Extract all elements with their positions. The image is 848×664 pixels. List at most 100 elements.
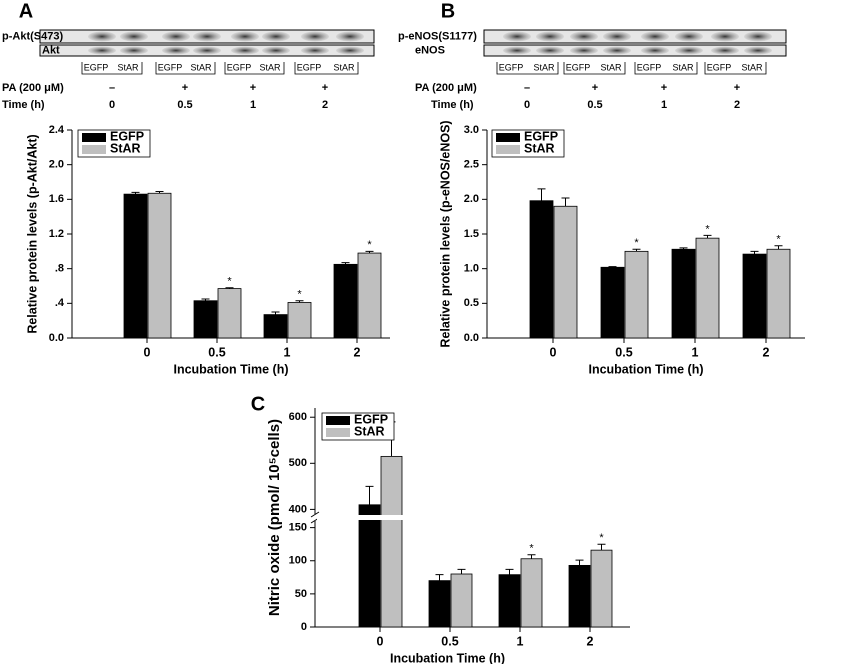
error-bar [271, 311, 280, 315]
pa-value: + [734, 82, 740, 94]
error-bar [505, 568, 514, 575]
legend-swatch [82, 133, 106, 142]
significance-mark: * [634, 237, 639, 249]
y-axis-title: Relative protein levels (p-Akt/Akt) [25, 134, 39, 333]
panel-label: C [251, 393, 265, 415]
error-bar [365, 485, 374, 505]
y-tick-label: 150 [289, 522, 307, 534]
legend-label: EGFP [524, 129, 558, 143]
bar [357, 252, 382, 339]
blot-band [120, 46, 148, 55]
bar [695, 237, 720, 339]
pa-value: + [250, 82, 256, 94]
legend-label: StAR [524, 141, 555, 155]
error-bar [597, 543, 606, 551]
lane-label: StAR [672, 62, 694, 72]
bar [590, 549, 613, 628]
error-bar [457, 568, 466, 574]
bar [217, 288, 242, 339]
bar [147, 192, 172, 339]
y-tick-label: 2.0 [49, 159, 64, 171]
lane-bracket [155, 62, 216, 75]
x-tick-label: 1 [517, 634, 524, 648]
error-bar [608, 266, 617, 268]
bar [450, 573, 473, 628]
blot-band [744, 31, 772, 42]
y-tick-label: .8 [55, 263, 64, 275]
blot-band [641, 46, 669, 55]
lane-label: StAR [117, 62, 139, 72]
blot-band [193, 46, 221, 55]
error-bar [201, 298, 210, 301]
blot-band [336, 31, 364, 42]
legend-label: StAR [354, 424, 385, 438]
lane-bracket [704, 62, 767, 75]
lane-label: EGFP [158, 62, 183, 72]
bar [263, 314, 288, 339]
bar [333, 263, 358, 339]
error-bar [561, 197, 570, 207]
bar [498, 574, 521, 628]
blot-row-label: Akt [42, 44, 60, 56]
y-tick-label: 2.4 [49, 124, 65, 136]
lane-bracket [563, 62, 626, 75]
blot-band [570, 31, 598, 42]
blot-row-label: p-Akt(S473) [2, 30, 63, 42]
y-tick-label: 3.0 [464, 124, 479, 136]
y-tick-label: 50 [295, 588, 307, 600]
y-tick-label: 1.0 [464, 263, 479, 275]
error-bar [632, 248, 641, 252]
pa-value: – [524, 82, 530, 94]
x-tick-label: 2 [763, 345, 770, 359]
y-tick-label: 0.0 [49, 332, 64, 344]
blot-band [503, 31, 531, 42]
blot-band [711, 31, 739, 42]
pa-label: PA (200 μM) [415, 82, 477, 94]
x-tick-label: 2 [587, 634, 594, 648]
lane-label: StAR [741, 62, 763, 72]
lane-label: StAR [600, 62, 622, 72]
time-value: 0 [524, 99, 530, 111]
blot-band [193, 31, 221, 42]
bar [520, 558, 543, 628]
axis-break-gap [317, 515, 632, 520]
y-axis-title: Nitric oxide (pmol/ 10⁵cells) [266, 419, 283, 616]
x-axis-title: Incubation Time (h) [173, 362, 288, 376]
bar [529, 200, 554, 339]
bar [287, 302, 312, 339]
x-tick-label: 2 [354, 345, 361, 359]
y-tick-label: 600 [289, 411, 307, 423]
blot-row-label: p-eNOS(S1177) [398, 30, 477, 42]
panel-label: B [441, 0, 455, 22]
x-tick-label: 0.5 [441, 634, 458, 648]
blot-row-label: eNOS [415, 44, 445, 56]
time-value: 0.5 [587, 99, 602, 111]
bar [671, 248, 696, 339]
lane-label: EGFP [499, 62, 524, 72]
blot-band [675, 31, 703, 42]
y-axis-title: Relative protein levels (p-eNOS/eNOS) [438, 120, 452, 347]
bar [123, 193, 148, 339]
lane-label: EGFP [707, 62, 732, 72]
x-tick-label: 1 [692, 345, 699, 359]
blot-band [262, 46, 290, 55]
legend-swatch [496, 145, 520, 154]
bar [568, 564, 591, 628]
lane-label: StAR [190, 62, 212, 72]
lane-label: EGFP [566, 62, 591, 72]
y-tick-label: 0 [301, 621, 307, 633]
bar [553, 205, 578, 339]
bar [742, 253, 767, 339]
error-bar [527, 554, 536, 559]
lane-label: EGFP [297, 62, 322, 72]
blot-band [536, 46, 564, 55]
blot-band [503, 46, 531, 55]
blot-band [536, 31, 564, 42]
x-tick-label: 0 [377, 634, 384, 648]
significance-mark: * [705, 223, 710, 235]
x-tick-label: 1 [284, 345, 291, 359]
y-tick-label: 2.0 [464, 193, 479, 205]
time-value: 1 [661, 99, 667, 111]
time-value: 0 [109, 99, 115, 111]
error-bar [365, 250, 374, 254]
